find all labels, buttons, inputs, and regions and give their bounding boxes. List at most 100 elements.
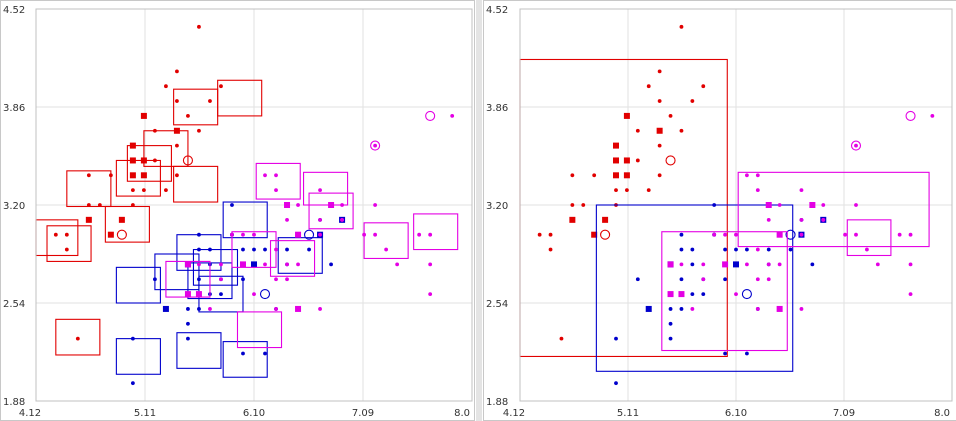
red-square-marker	[656, 127, 663, 134]
red-point	[657, 99, 662, 103]
y-tick-label: 4.52	[486, 5, 508, 16]
magenta-square-marker	[776, 305, 783, 312]
magenta-box	[363, 222, 409, 260]
blue-point	[723, 277, 727, 282]
blue-box	[115, 338, 161, 375]
magenta-square-marker	[667, 291, 674, 298]
blue-circle-marker	[304, 229, 315, 240]
y-tick-label: 2.54	[486, 299, 508, 310]
magenta-point	[318, 232, 322, 237]
right-scatter-chart: 1.88 2.54 3.20 3.86 4.52 4.12 5.11 6.10 7.09 8.0	[486, 5, 953, 419]
blue-point	[679, 307, 684, 311]
red-circle-marker	[182, 155, 193, 166]
magenta-square-marker	[195, 291, 202, 298]
red-point	[164, 84, 168, 89]
magenta-point	[799, 188, 804, 193]
magenta-box	[255, 162, 301, 200]
magenta-point	[897, 232, 902, 237]
magenta-point	[865, 247, 869, 252]
blue-point	[241, 247, 245, 252]
red-box	[104, 205, 150, 243]
blue-point	[745, 351, 749, 356]
magenta-point	[373, 232, 378, 237]
magenta-point	[930, 114, 935, 118]
magenta-point	[854, 143, 858, 148]
blue-point	[668, 336, 673, 341]
red-point	[86, 173, 91, 178]
red-point	[668, 114, 673, 118]
magenta-square-marker	[776, 231, 783, 238]
red-point	[141, 188, 146, 193]
y-tick-label: 2.54	[3, 299, 25, 310]
magenta-point	[777, 262, 782, 267]
magenta-point	[417, 232, 422, 237]
blue-point	[679, 277, 684, 282]
magenta-point	[701, 262, 706, 267]
magenta-square-marker	[328, 202, 335, 208]
magenta-square-marker	[295, 305, 302, 312]
red-point	[657, 143, 662, 148]
magenta-point	[208, 307, 212, 311]
red-point	[86, 203, 91, 207]
magenta-point	[274, 307, 278, 311]
magenta-point	[799, 232, 804, 237]
magenta-point	[252, 232, 256, 237]
magenta-point	[854, 203, 858, 207]
red-circle-marker	[665, 155, 676, 166]
magenta-point	[219, 277, 223, 282]
blue-circle-marker	[785, 229, 796, 240]
magenta-point	[285, 217, 289, 222]
blue-point	[679, 232, 684, 237]
y-tick-label: 3.20	[3, 201, 25, 212]
red-box	[217, 79, 263, 117]
red-point	[570, 203, 575, 207]
blue-point	[723, 247, 727, 252]
red-square-marker	[85, 216, 92, 223]
magenta-point	[908, 232, 913, 237]
x-tick-label: 6.10	[243, 408, 265, 419]
red-square-marker	[140, 157, 147, 164]
magenta-point	[908, 262, 913, 267]
magenta-point	[450, 114, 455, 118]
blue-point	[329, 262, 333, 267]
red-point	[53, 232, 58, 237]
red-point	[64, 247, 69, 252]
blue-point	[635, 277, 640, 282]
magenta-point	[679, 262, 684, 267]
panel-divider[interactable]	[476, 0, 482, 421]
blue-point	[186, 307, 190, 311]
magenta-square-marker	[284, 202, 291, 208]
red-box	[173, 165, 219, 203]
magenta-point	[340, 203, 344, 207]
red-point	[635, 158, 640, 163]
blue-point	[307, 247, 311, 252]
red-box	[143, 130, 189, 167]
plot-frame	[35, 8, 473, 402]
red-point	[581, 203, 586, 207]
red-point	[164, 188, 168, 193]
magenta-point	[777, 203, 782, 207]
magenta-point	[395, 262, 400, 267]
red-point	[130, 188, 135, 193]
magenta-point	[799, 307, 804, 311]
red-point	[701, 84, 706, 89]
blue-point	[241, 277, 245, 282]
red-square-marker	[129, 172, 136, 179]
magenta-point	[755, 277, 760, 282]
magenta-point	[274, 277, 278, 282]
magenta-point	[274, 173, 278, 178]
red-point	[548, 247, 553, 252]
blue-box	[222, 201, 268, 239]
y-tick-label: 1.88	[486, 397, 508, 408]
red-point	[646, 84, 651, 89]
red-point	[108, 173, 113, 178]
plot-frame	[519, 8, 953, 402]
magenta-point	[362, 232, 367, 237]
red-point	[219, 84, 223, 89]
blue-square-marker	[645, 305, 652, 312]
blue-point	[810, 262, 815, 267]
magenta-point	[766, 277, 771, 282]
red-square-marker	[623, 172, 630, 179]
magenta-point	[690, 307, 695, 311]
red-point	[548, 232, 553, 237]
